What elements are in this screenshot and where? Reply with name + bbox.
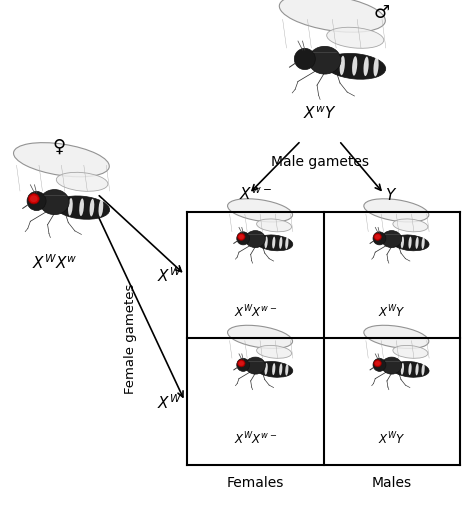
- Ellipse shape: [14, 143, 109, 177]
- Ellipse shape: [393, 220, 428, 232]
- Ellipse shape: [294, 49, 315, 71]
- Ellipse shape: [30, 196, 37, 203]
- Ellipse shape: [375, 362, 380, 366]
- Ellipse shape: [364, 58, 369, 77]
- Ellipse shape: [255, 235, 293, 251]
- Ellipse shape: [279, 237, 283, 249]
- Ellipse shape: [340, 57, 345, 76]
- Text: $X^{W}X^{w-}$: $X^{W}X^{w-}$: [234, 304, 277, 320]
- Ellipse shape: [28, 194, 39, 205]
- Text: $X^{W}X^{w-}$: $X^{W}X^{w-}$: [234, 430, 277, 446]
- Ellipse shape: [421, 238, 425, 249]
- Ellipse shape: [228, 326, 292, 349]
- Text: $X^{W}Y$: $X^{W}Y$: [378, 430, 406, 446]
- Ellipse shape: [352, 57, 357, 77]
- Ellipse shape: [256, 346, 292, 359]
- Text: $Y$: $Y$: [385, 186, 398, 203]
- Ellipse shape: [364, 326, 429, 349]
- Text: ♂: ♂: [374, 4, 390, 22]
- Ellipse shape: [228, 199, 292, 223]
- Text: $X^{W}X^{w}$: $X^{W}X^{w}$: [32, 254, 77, 272]
- Ellipse shape: [279, 364, 283, 376]
- Text: Males: Males: [372, 475, 412, 489]
- Ellipse shape: [237, 234, 245, 241]
- Ellipse shape: [382, 358, 401, 374]
- Text: $X^{w}Y$: $X^{w}Y$: [303, 106, 337, 122]
- Ellipse shape: [246, 231, 265, 248]
- Ellipse shape: [255, 362, 293, 378]
- Ellipse shape: [382, 231, 401, 248]
- Ellipse shape: [264, 363, 268, 375]
- Ellipse shape: [246, 358, 265, 374]
- Ellipse shape: [56, 173, 108, 192]
- Ellipse shape: [392, 235, 429, 251]
- Ellipse shape: [374, 360, 382, 367]
- Ellipse shape: [285, 238, 289, 249]
- Text: $X^{w-}$: $X^{w-}$: [239, 186, 272, 203]
- Ellipse shape: [415, 237, 419, 249]
- Ellipse shape: [401, 363, 404, 375]
- Ellipse shape: [90, 199, 94, 217]
- Ellipse shape: [239, 362, 244, 366]
- Ellipse shape: [239, 235, 244, 240]
- Text: Male gametes: Male gametes: [271, 155, 369, 169]
- Ellipse shape: [373, 359, 386, 372]
- Ellipse shape: [309, 47, 341, 75]
- Ellipse shape: [272, 237, 275, 249]
- Text: Females: Females: [227, 475, 284, 489]
- Ellipse shape: [327, 28, 384, 49]
- Ellipse shape: [415, 364, 419, 376]
- Ellipse shape: [285, 364, 289, 376]
- Ellipse shape: [374, 58, 379, 77]
- Ellipse shape: [393, 346, 428, 359]
- Ellipse shape: [79, 199, 84, 217]
- Ellipse shape: [373, 232, 386, 245]
- Text: ♀: ♀: [53, 137, 66, 156]
- Text: $X^{W}$: $X^{W}$: [157, 392, 182, 411]
- Ellipse shape: [375, 235, 380, 240]
- Ellipse shape: [374, 234, 382, 241]
- Ellipse shape: [421, 364, 425, 376]
- Ellipse shape: [401, 237, 404, 249]
- Ellipse shape: [237, 232, 250, 245]
- Ellipse shape: [237, 360, 245, 367]
- Ellipse shape: [237, 359, 250, 372]
- Ellipse shape: [409, 237, 411, 249]
- Ellipse shape: [409, 364, 411, 375]
- Text: Female gametes: Female gametes: [124, 283, 137, 393]
- Ellipse shape: [364, 199, 429, 223]
- Ellipse shape: [27, 192, 46, 211]
- Text: $X^{W}$: $X^{W}$: [157, 266, 182, 284]
- Ellipse shape: [272, 364, 275, 375]
- Ellipse shape: [264, 237, 268, 249]
- Text: $X^{W}Y$: $X^{W}Y$: [378, 304, 406, 320]
- Ellipse shape: [40, 190, 69, 215]
- Ellipse shape: [279, 0, 385, 33]
- Ellipse shape: [68, 198, 73, 216]
- Ellipse shape: [392, 362, 429, 378]
- Ellipse shape: [256, 220, 292, 232]
- Ellipse shape: [55, 196, 109, 220]
- Ellipse shape: [99, 200, 103, 217]
- Ellipse shape: [325, 55, 386, 80]
